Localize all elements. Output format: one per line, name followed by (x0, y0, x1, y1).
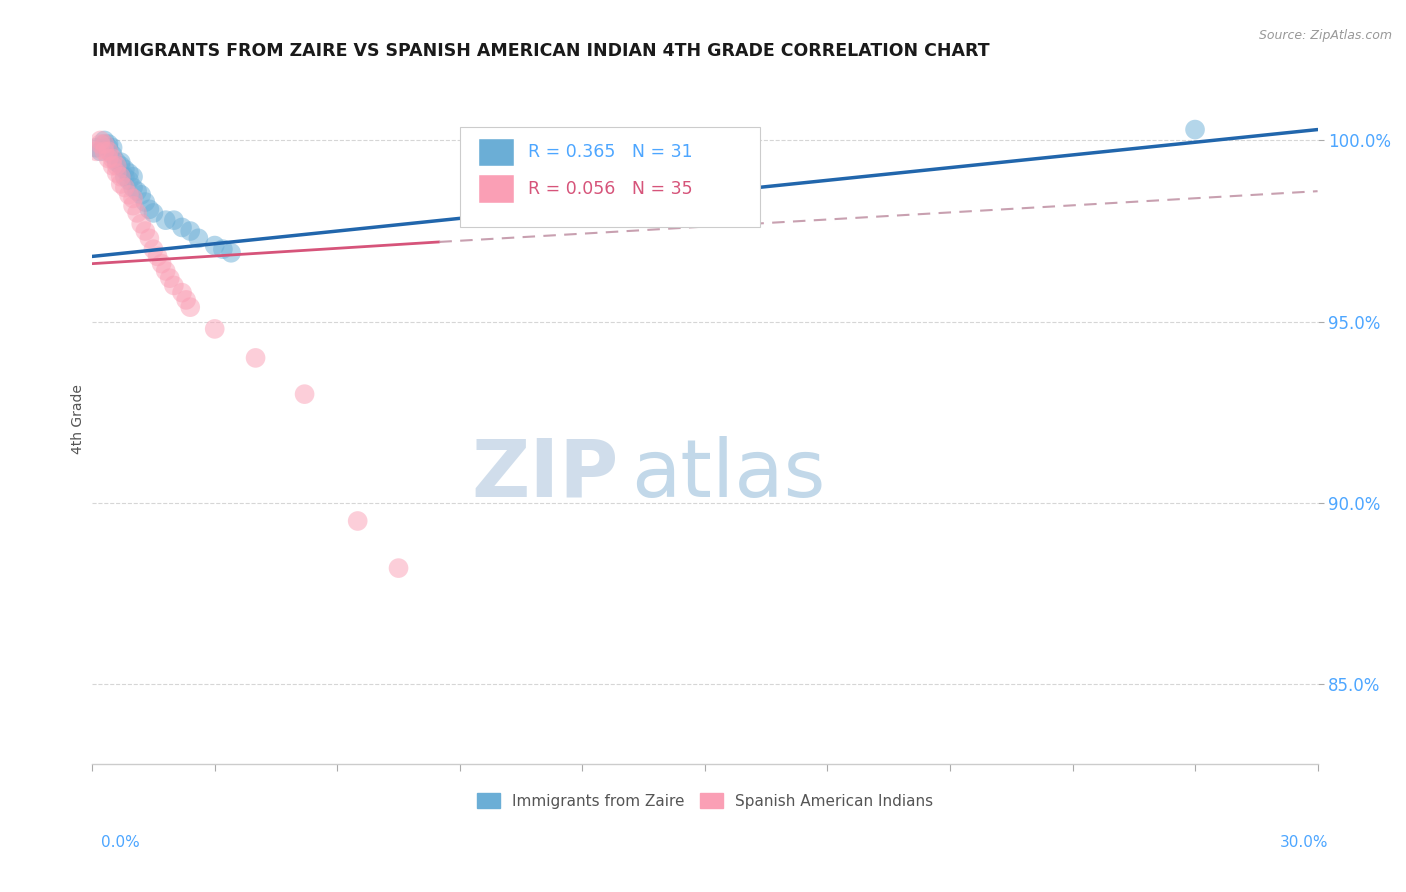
Point (101, 159, 124, 173)
Text: Source: ZipAtlas.com: Source: ZipAtlas.com (1258, 29, 1392, 42)
FancyBboxPatch shape (460, 127, 761, 227)
Point (101, 152, 124, 166)
Point (212, 242, 235, 256)
Text: 30.0%: 30.0% (1281, 836, 1329, 850)
Point (155, 213, 177, 227)
Point (93, 145, 115, 159)
Point (346, 514, 368, 528)
Point (163, 213, 186, 227)
Point (110, 155, 132, 169)
Point (89, 137, 111, 152)
Point (155, 264, 177, 278)
Point (97, 141, 120, 155)
Point (142, 242, 165, 256)
Point (97, 152, 120, 166)
Point (204, 238, 226, 252)
Point (114, 169, 136, 184)
Point (170, 220, 193, 235)
Point (101, 148, 124, 162)
Point (170, 285, 193, 300)
Point (114, 180, 136, 194)
Point (118, 173, 141, 187)
Text: IMMIGRANTS FROM ZAIRE VS SPANISH AMERICAN INDIAN 4TH GRADE CORRELATION CHART: IMMIGRANTS FROM ZAIRE VS SPANISH AMERICA… (93, 42, 990, 60)
Point (138, 231, 160, 245)
Point (89, 133, 111, 147)
Point (93, 137, 115, 152)
Point (146, 249, 169, 263)
Point (127, 184, 149, 198)
Point (84, 145, 107, 159)
Point (110, 169, 132, 184)
Point (97, 137, 120, 152)
FancyBboxPatch shape (479, 138, 515, 166)
Point (159, 271, 181, 285)
Point (97, 145, 120, 159)
Text: R = 0.056   N = 35: R = 0.056 N = 35 (527, 180, 693, 198)
Point (84, 141, 107, 155)
Point (187, 231, 209, 245)
Point (163, 278, 186, 293)
Text: atlas: atlas (631, 435, 825, 514)
Point (134, 195, 156, 210)
FancyBboxPatch shape (479, 175, 515, 202)
Point (110, 177, 132, 191)
Point (122, 191, 145, 205)
Point (110, 159, 132, 173)
Point (179, 300, 201, 314)
Point (142, 206, 165, 220)
Y-axis label: 4th Grade: 4th Grade (72, 384, 86, 454)
Point (122, 180, 145, 194)
Point (129, 187, 152, 202)
Point (105, 159, 128, 173)
Point (174, 293, 197, 307)
Point (138, 202, 160, 217)
Point (105, 166, 128, 180)
Point (1184, 122, 1206, 136)
Point (93, 137, 115, 152)
Point (118, 166, 141, 180)
Point (134, 224, 156, 238)
Point (105, 155, 128, 169)
Legend: Immigrants from Zaire, Spanish American Indians: Immigrants from Zaire, Spanish American … (471, 787, 939, 814)
Point (219, 245, 242, 260)
Point (101, 141, 124, 155)
Point (245, 351, 267, 365)
Point (179, 224, 201, 238)
Point (204, 322, 226, 336)
Point (118, 187, 141, 202)
Text: R = 0.365   N = 31: R = 0.365 N = 31 (527, 144, 693, 161)
Text: 0.0%: 0.0% (101, 836, 141, 850)
Point (129, 217, 152, 231)
Point (150, 257, 173, 271)
Point (387, 561, 409, 575)
Point (127, 206, 149, 220)
Point (122, 199, 145, 213)
Text: ZIP: ZIP (472, 435, 619, 514)
Point (294, 387, 316, 401)
Point (89, 145, 111, 159)
Point (93, 133, 115, 147)
Point (122, 169, 145, 184)
Point (114, 162, 136, 177)
